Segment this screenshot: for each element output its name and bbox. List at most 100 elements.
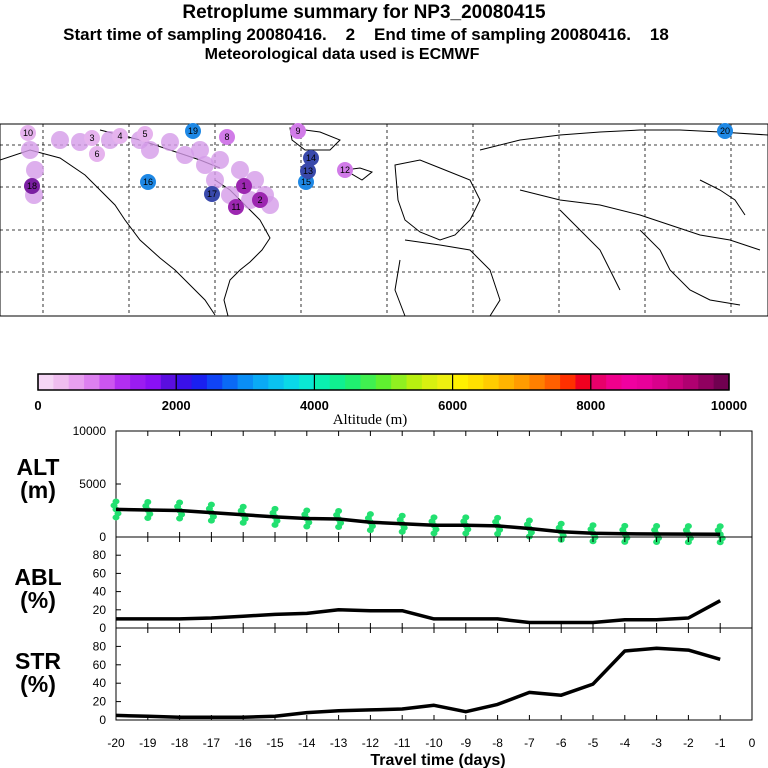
trajectory-blob — [26, 161, 44, 179]
x-tick-label: -1 — [715, 736, 726, 750]
str-label-bottom: (%) — [20, 671, 56, 697]
map-marker-label: 10 — [23, 128, 33, 138]
x-tick-label: -18 — [171, 736, 189, 750]
colorbar-swatch — [206, 374, 223, 390]
map-marker-circle — [303, 150, 319, 166]
map-marker-label: 16 — [143, 177, 153, 187]
x-tick-label: -10 — [425, 736, 443, 750]
map-marker-circle — [300, 163, 316, 179]
colorbar-swatch — [452, 374, 469, 390]
alt-scatter-point — [271, 521, 279, 528]
colorbar-swatch — [698, 374, 715, 390]
alt-scatter-point — [176, 515, 184, 522]
colorbar-swatch — [667, 374, 684, 390]
x-tick-label: -9 — [460, 736, 471, 750]
trajectory-blob — [21, 141, 39, 159]
colorbar-swatch — [437, 374, 454, 390]
colorbar-label: Altitude (m) — [333, 412, 408, 428]
map-marker-circle — [185, 123, 201, 139]
colorbar-swatch — [329, 374, 346, 390]
alt-scatter-point — [207, 517, 215, 524]
x-tick-label: -5 — [588, 736, 599, 750]
colorbar-swatch — [130, 374, 146, 390]
colorbar-swatch — [99, 374, 116, 390]
y-tick-label: 40 — [93, 676, 107, 690]
colorbar-swatch — [652, 374, 669, 390]
colorbar-swatch — [621, 374, 638, 390]
map-marker-label: 14 — [306, 153, 316, 163]
colorbar-swatch — [145, 374, 162, 390]
colorbar-tick-label: 10000 — [711, 398, 747, 413]
y-tick-label: 60 — [93, 566, 107, 580]
map-marker-circle — [228, 199, 244, 215]
abl-label-bottom: (%) — [20, 587, 56, 613]
colorbar-swatch — [406, 374, 423, 390]
alt-panel-label: ALT (m) — [8, 456, 68, 502]
alt-scatter-point — [366, 527, 374, 534]
map-marker-label: 8 — [224, 132, 229, 142]
y-tick-label: 40 — [93, 585, 107, 599]
colorbar-swatch — [268, 374, 285, 390]
y-tick-label: 20 — [93, 603, 107, 617]
series-line — [115, 646, 721, 719]
colorbar-swatch — [560, 374, 576, 390]
colorbar-swatch — [421, 374, 438, 390]
series-line — [116, 599, 722, 625]
x-tick-label: -17 — [203, 736, 221, 750]
y-tick-label: 80 — [93, 548, 107, 562]
colorbar-swatch — [283, 374, 300, 390]
trajectory-map: 19 20 18 17 16 15 14 13 12 11 10 9 8 6 5 4 3 2 1 — [0, 123, 768, 317]
alt-scatter-point — [684, 539, 692, 546]
trajectory-blob — [141, 141, 159, 159]
x-tick-label: -20 — [107, 736, 125, 750]
series-line — [115, 507, 721, 536]
trajectory-blob — [191, 141, 209, 159]
colorbar-swatch — [544, 374, 561, 390]
map-marker-circle — [20, 125, 36, 141]
map-marker-label: 2 — [257, 195, 262, 205]
colorbar-swatch — [176, 374, 193, 390]
x-tick-label: -16 — [235, 736, 253, 750]
colorbar-swatch — [114, 374, 131, 390]
alt-scatter-point — [494, 530, 502, 537]
y-tick-label: 10000 — [73, 424, 107, 438]
trajectory-blob — [51, 131, 69, 149]
x-axis-label: Travel time (days) — [370, 752, 505, 768]
map-marker-circle — [252, 192, 268, 208]
colorbar-swatch — [575, 374, 592, 390]
alt-scatter-point — [239, 519, 247, 526]
map-marker-circle — [717, 123, 733, 139]
map-marker-label: 12 — [340, 165, 350, 175]
x-tick-label: 0 — [749, 736, 756, 750]
colorbar-tick-label: 8000 — [576, 398, 605, 413]
x-tick-label: -7 — [524, 736, 535, 750]
alt-scatter-point — [716, 539, 724, 546]
map-marker-label: 9 — [295, 126, 300, 136]
abl-panel-label: ABL (%) — [8, 566, 68, 612]
str-panel-label: STR (%) — [8, 650, 68, 696]
map-marker-circle — [24, 178, 40, 194]
y-tick-label: 0 — [99, 621, 106, 635]
map-marker-circle — [219, 129, 235, 145]
alt-scatter-point — [144, 514, 152, 521]
map-frame — [0, 123, 768, 317]
alt-scatter-point — [430, 530, 438, 537]
colorbar-swatch — [606, 374, 623, 390]
map-marker-label: 17 — [207, 189, 217, 199]
colorbar-swatch — [68, 374, 85, 390]
trajectory-blob — [206, 171, 224, 189]
y-tick-label: 60 — [93, 658, 107, 672]
colorbar-swatch — [84, 374, 100, 390]
colorbar-swatch — [636, 374, 653, 390]
colorbar-swatch — [682, 374, 699, 390]
colorbar-swatch — [345, 374, 361, 390]
map-marker-label: 4 — [117, 131, 122, 141]
trajectory-blob — [176, 146, 194, 164]
alt-scatter-point — [303, 523, 311, 530]
map-marker-label: 5 — [142, 129, 147, 139]
alt-label-bottom: (m) — [20, 477, 56, 503]
map-marker-circle — [204, 186, 220, 202]
colorbar-swatch — [191, 374, 208, 390]
